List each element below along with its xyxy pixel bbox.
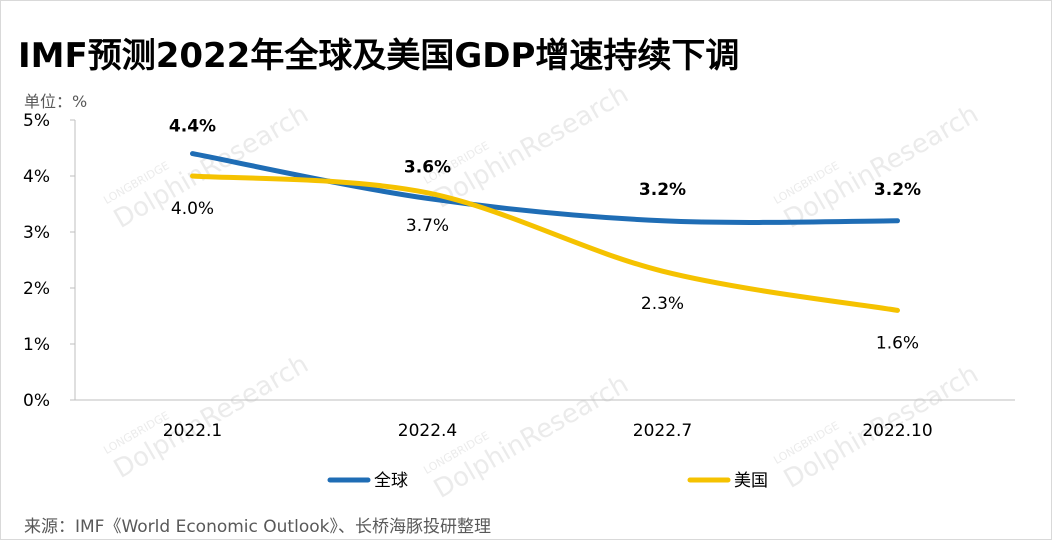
data-label-global: 3.6%	[404, 157, 451, 177]
watermark-large-text: DolphinResearch	[429, 79, 634, 215]
x-tick-label: 2022.7	[633, 421, 692, 441]
data-label-us: 3.7%	[406, 216, 449, 236]
data-label-global: 3.2%	[639, 180, 686, 200]
x-tick-label: 2022.1	[163, 421, 222, 441]
legend-label-us: 美国	[734, 471, 768, 491]
data-label-us: 4.0%	[171, 199, 214, 219]
source-note: 来源：IMF《World Economic Outlook》、长桥海豚投研整理	[24, 517, 491, 537]
y-tick-label: 3%	[23, 223, 50, 243]
data-label-us: 2.3%	[641, 294, 684, 314]
y-tick-label: 2%	[23, 279, 50, 299]
chart-title: IMF预测2022年全球及美国GDP增速持续下调	[18, 36, 740, 76]
data-label-us: 1.6%	[876, 333, 919, 353]
data-label-global: 4.4%	[169, 117, 216, 137]
y-tick-label: 4%	[23, 167, 50, 187]
watermark-large-text: DolphinResearch	[109, 349, 314, 485]
series-line-us	[190, 173, 900, 313]
data-label-global: 3.2%	[874, 180, 921, 200]
x-tick-label: 2022.10	[862, 421, 932, 441]
y-tick-label: 5%	[23, 111, 50, 131]
unit-label: 单位：%	[24, 92, 88, 111]
x-tick-label: 2022.4	[398, 421, 457, 441]
y-tick-label: 1%	[23, 335, 50, 355]
legend-label-global: 全球	[374, 471, 408, 491]
y-tick-label: 0%	[23, 391, 50, 411]
series-line-global	[190, 151, 900, 225]
watermark-large-text: DolphinResearch	[429, 369, 634, 505]
watermark-large-text: DolphinResearch	[779, 99, 984, 235]
